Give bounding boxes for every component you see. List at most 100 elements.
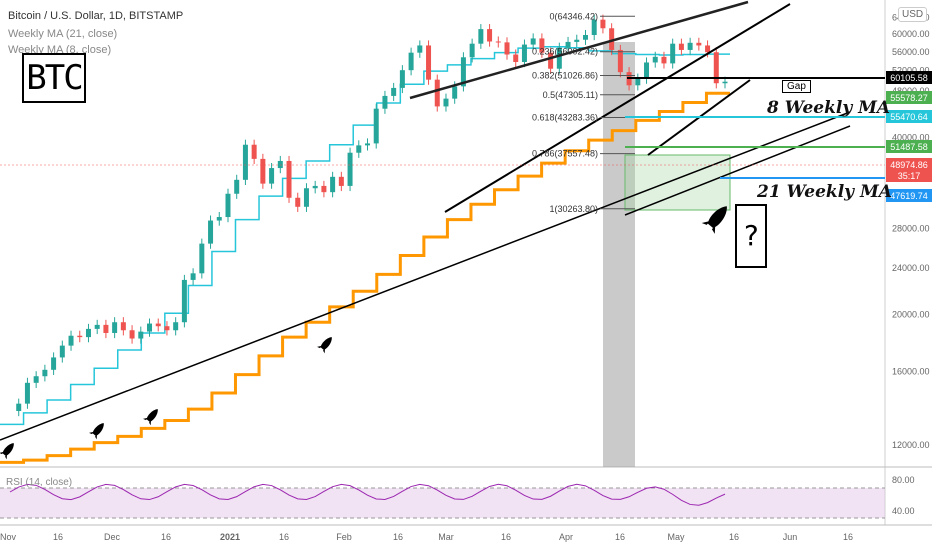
candle-body [530,38,536,45]
candle-body [208,220,214,244]
rsi-line [9,483,726,506]
candle-body [338,176,344,186]
fib-level-label: 0.618(43283.36) [532,112,598,122]
candle-body [112,322,118,333]
x-tick-label: 16 [501,532,511,542]
x-tick-label: 16 [729,532,739,542]
candle-body [129,330,135,339]
x-tick-label: Apr [559,532,573,542]
rocket-icon [89,423,104,440]
candle-body [705,45,711,53]
candle-body [696,42,702,46]
candle-body [460,57,466,87]
price-label-text: 55470.64 [890,112,928,122]
currency-button[interactable]: USD [898,7,928,22]
candle-body [513,54,519,62]
candle-body [234,179,240,194]
price-label-bg [886,169,932,182]
candle-body [373,108,379,144]
candle-body [330,176,336,193]
fib-level-label: 0.5(47305.11) [543,90,598,100]
candle-body [260,158,266,184]
price-label: 51487.58 [886,140,932,153]
candle-body [42,369,48,377]
candle-body [155,323,161,327]
rocket-icon [143,409,158,426]
candle-body [670,43,676,64]
rocket-icon [317,337,332,354]
candle-body [77,335,83,338]
ma21-annotation: 21 Weekly MA [757,182,892,202]
x-tick-label: 16 [615,532,625,542]
candle-body [713,52,719,84]
candle-body [295,197,301,207]
y-tick-label: 20000.00 [892,309,930,319]
rocket-icon [0,443,14,460]
y-tick-label: 52000.00 [892,66,930,76]
candle-body [190,273,196,280]
x-tick-label: Dec [104,532,121,542]
gap-label: Gap [782,80,811,93]
candle-body [600,19,606,29]
x-tick-label: Nov [0,532,16,542]
candle-body [504,42,510,55]
price-label: 48974.86 [886,158,932,171]
candle-body [617,49,623,73]
question-box: ? [735,204,767,268]
candle-body [382,95,388,109]
candle-body [181,279,187,323]
x-tick-label: May [667,532,685,542]
candle-body [443,98,449,107]
candle-body [548,52,554,69]
candle-body [556,47,562,69]
candle-body [565,41,571,48]
candle-body [16,403,22,411]
candle-body [269,168,275,184]
ma8-series-line [0,46,730,426]
candle-body [661,56,667,64]
candle-body [147,323,153,332]
candle-body [365,143,370,146]
long-trendline [0,111,851,441]
price-label-bg [886,71,932,84]
candle-body [408,52,414,71]
x-tick-label: Jun [783,532,798,542]
candle-body [59,345,65,358]
candle-body [347,152,353,186]
x-tick-label: Feb [336,532,352,542]
price-label-text: 35:17 [898,171,921,181]
ma8-annotation: 8 Weekly MA [767,98,891,118]
green-zone [624,154,731,211]
candle-body [94,324,100,329]
candle-body [51,357,57,370]
candle-body [469,43,475,58]
candle-body [678,43,684,50]
candle-body [399,70,405,88]
candle-body [33,376,39,383]
price-label: 55578.27 [886,91,932,104]
candle-body [68,335,74,346]
y-tick-label: 60000.00 [892,29,930,39]
candle-body [225,193,231,218]
candle-body [356,145,362,153]
y-tick-label: 12000.00 [892,440,930,450]
price-label-bg [886,158,932,171]
lower-channel-line [444,3,791,213]
candle-body [216,217,222,221]
x-tick-label: 2021 [220,532,240,542]
candle-body [164,326,170,331]
rocket-icon [701,206,727,234]
x-tick-label: 16 [161,532,171,542]
price-label-text: 47619.74 [890,191,928,201]
btc-logo: BTC [22,53,86,103]
candle-body [85,328,91,338]
candle-body [652,56,658,63]
y-tick-label: 24000.00 [892,263,930,273]
support-line [624,125,851,216]
candle-body [478,29,484,44]
candle-body [417,45,423,53]
candle-body [391,87,397,96]
candle-body [138,331,144,339]
candle-body [591,19,597,36]
